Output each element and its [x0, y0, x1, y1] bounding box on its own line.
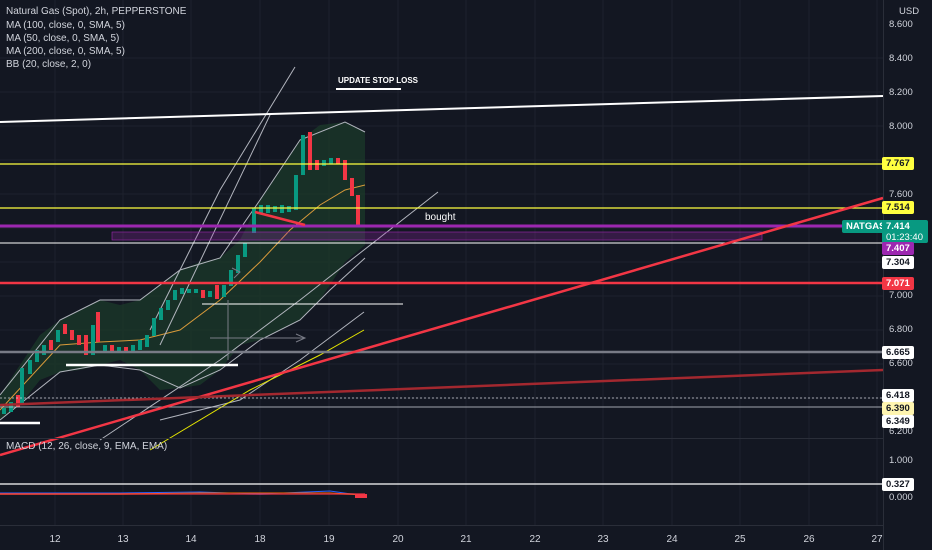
indicator-ma200[interactable]: MA (200, close, 0, SMA, 5)	[6, 46, 125, 57]
price-badge-7407[interactable]: 7.407	[882, 242, 914, 255]
macd-pane	[0, 483, 883, 498]
symbol-title[interactable]: Natural Gas (Spot), 2h, PEPPERSTONE	[6, 6, 187, 17]
update-stop-loss-note[interactable]: UPDATE STOP LOSS	[338, 76, 419, 85]
price-tick: 6.600	[889, 358, 913, 369]
drawn-segments	[0, 88, 403, 425]
last-price: 7.414	[886, 221, 910, 232]
price-tick: 7.600	[889, 189, 913, 200]
price-badge-6665[interactable]: 6.665	[882, 346, 914, 359]
date-label: 21	[460, 534, 472, 545]
date-label: 19	[323, 534, 335, 545]
price-badge-7514[interactable]: 7.514	[882, 201, 914, 214]
price-badge-7767[interactable]: 7.767	[882, 157, 914, 170]
level-lines	[0, 163, 883, 408]
date-label: 27	[871, 534, 883, 545]
price-badge-7071[interactable]: 7.071	[882, 277, 914, 290]
price-badge-6349[interactable]: 6.349	[882, 415, 914, 428]
date-label: 26	[803, 534, 815, 545]
time-axis-border	[0, 525, 883, 526]
macd-tick: 0.000	[889, 492, 913, 503]
price-tick: 8.200	[889, 87, 913, 98]
macd-tick: 1.000	[889, 455, 913, 466]
price-tick: 8.400	[889, 53, 913, 64]
indicator-ma50[interactable]: MA (50, close, 0, SMA, 5)	[6, 33, 120, 44]
price-tick: 6.200	[889, 426, 913, 437]
date-label: 23	[597, 534, 609, 545]
macd-badge[interactable]: 0.327	[882, 478, 914, 491]
price-badge-7304[interactable]: 7.304	[882, 256, 914, 269]
indicator-ma100[interactable]: MA (100, close, 0, SMA, 5)	[6, 20, 125, 31]
indicator-bb[interactable]: BB (20, close, 2, 0)	[6, 59, 92, 70]
indicator-macd[interactable]: MACD (12, 26, close, 9, EMA, EMA)	[6, 441, 168, 452]
price-tick: 8.000	[889, 121, 913, 132]
date-label: 20	[392, 534, 404, 545]
price-tick: 6.800	[889, 324, 913, 335]
date-label: 24	[666, 534, 678, 545]
bar-countdown: 01:23:40	[886, 232, 923, 243]
currency-label: USD	[899, 6, 920, 17]
date-label: 13	[117, 534, 129, 545]
price-badge-6418[interactable]: 6.418	[882, 389, 914, 402]
candlesticks	[2, 132, 360, 414]
symbol-badge[interactable]: NATGAS	[842, 220, 890, 233]
date-label: 22	[529, 534, 541, 545]
bought-note[interactable]: bought	[425, 212, 456, 223]
price-axis-border	[883, 0, 884, 550]
last-price-badge[interactable]: 7.414 01:23:40	[882, 220, 928, 243]
price-tick: 8.600	[889, 19, 913, 30]
trend-lines	[0, 95, 884, 457]
date-label: 14	[185, 534, 197, 545]
price-badge-6390[interactable]: 6.390	[882, 402, 914, 415]
pane-divider[interactable]	[0, 438, 883, 439]
price-tick: 7.000	[889, 290, 913, 301]
date-label: 18	[254, 534, 266, 545]
date-label: 12	[49, 534, 61, 545]
date-label: 25	[734, 534, 746, 545]
